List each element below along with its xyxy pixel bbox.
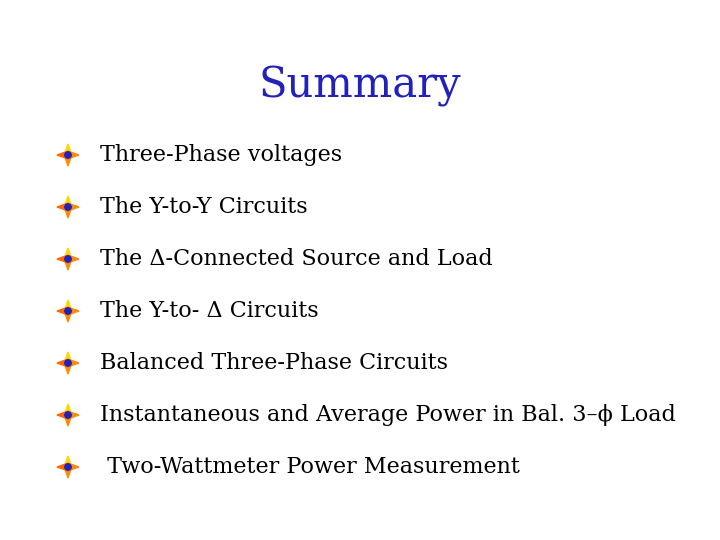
Circle shape — [65, 464, 71, 470]
Text: Balanced Three-Phase Circuits: Balanced Three-Phase Circuits — [100, 352, 448, 374]
Polygon shape — [68, 255, 79, 263]
Polygon shape — [64, 155, 72, 166]
Polygon shape — [57, 359, 68, 367]
Polygon shape — [57, 411, 68, 419]
Text: The Y-to-Y Circuits: The Y-to-Y Circuits — [100, 196, 307, 218]
Polygon shape — [68, 359, 79, 367]
Polygon shape — [68, 307, 79, 315]
Text: The Y-to- Δ Circuits: The Y-to- Δ Circuits — [100, 300, 319, 322]
Text: Two-Wattmeter Power Measurement: Two-Wattmeter Power Measurement — [100, 456, 520, 478]
Polygon shape — [57, 151, 68, 159]
Polygon shape — [64, 248, 72, 259]
Polygon shape — [64, 144, 72, 155]
Polygon shape — [64, 404, 72, 415]
Polygon shape — [68, 411, 79, 419]
Polygon shape — [68, 203, 79, 211]
Polygon shape — [64, 456, 72, 467]
Polygon shape — [64, 196, 72, 207]
Circle shape — [65, 204, 71, 210]
Polygon shape — [64, 311, 72, 322]
Circle shape — [65, 412, 71, 418]
Circle shape — [65, 360, 71, 366]
Polygon shape — [57, 463, 68, 471]
Polygon shape — [64, 300, 72, 311]
Circle shape — [65, 256, 71, 262]
Polygon shape — [64, 207, 72, 218]
Text: Three-Phase voltages: Three-Phase voltages — [100, 144, 342, 166]
Polygon shape — [64, 467, 72, 478]
Polygon shape — [57, 307, 68, 315]
Polygon shape — [68, 463, 79, 471]
Polygon shape — [64, 352, 72, 363]
Polygon shape — [64, 415, 72, 426]
Polygon shape — [64, 363, 72, 374]
Text: The Δ-Connected Source and Load: The Δ-Connected Source and Load — [100, 248, 492, 270]
Circle shape — [65, 308, 71, 314]
Polygon shape — [57, 255, 68, 263]
Text: Summary: Summary — [258, 65, 462, 107]
Polygon shape — [68, 151, 79, 159]
Polygon shape — [57, 203, 68, 211]
Polygon shape — [64, 259, 72, 270]
Circle shape — [65, 152, 71, 158]
Text: Instantaneous and Average Power in Bal. 3–ϕ Load: Instantaneous and Average Power in Bal. … — [100, 404, 676, 426]
